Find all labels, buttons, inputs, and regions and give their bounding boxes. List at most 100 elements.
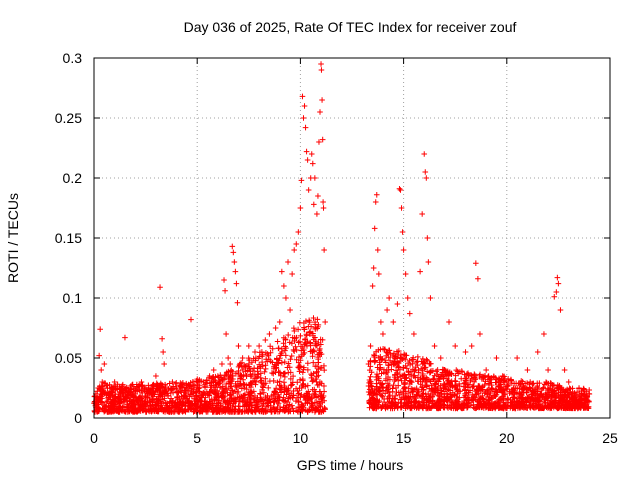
- data-point-dense: [179, 408, 185, 414]
- data-point-dense: [572, 405, 579, 412]
- data-point-dense: [135, 382, 142, 389]
- data-point-dense: [454, 388, 461, 395]
- data-point-dense: [492, 379, 499, 386]
- data-point-dense: [300, 380, 307, 387]
- data-point-dense: [146, 408, 152, 414]
- data-point-dense: [301, 393, 307, 400]
- data-point-dense: [432, 381, 438, 387]
- data-point: [318, 67, 325, 73]
- data-point-dense: [398, 404, 405, 411]
- data-point-dense: [216, 378, 223, 384]
- data-point-dense: [504, 395, 511, 401]
- data-point: [132, 391, 139, 397]
- data-point-dense: [511, 380, 517, 387]
- data-point-dense: [290, 379, 296, 386]
- data-point-dense: [467, 378, 474, 384]
- data-point-dense: [257, 375, 264, 381]
- data-point-dense: [424, 368, 430, 375]
- data-point-dense: [552, 402, 559, 409]
- data-point: [398, 205, 405, 211]
- data-point-dense: [489, 386, 495, 392]
- data-point: [157, 284, 163, 290]
- data-point: [541, 331, 547, 337]
- data-point-dense: [394, 348, 400, 355]
- data-point-dense: [242, 363, 248, 369]
- data-point: [295, 229, 302, 235]
- data-point-dense: [287, 394, 294, 401]
- data-point-dense: [386, 394, 392, 400]
- data-point-dense: [510, 394, 517, 401]
- data-point-dense: [565, 399, 572, 406]
- data-point-dense: [188, 385, 195, 392]
- data-point-dense: [263, 397, 270, 404]
- data-point-dense: [249, 359, 255, 366]
- data-point: [431, 343, 438, 349]
- data-point-dense: [218, 374, 225, 381]
- data-point-dense: [271, 388, 278, 395]
- data-point-dense: [452, 377, 458, 384]
- data-point-dense: [501, 384, 507, 390]
- data-point-dense: [216, 409, 223, 415]
- data-point: [266, 331, 273, 337]
- data-point-dense: [463, 380, 469, 386]
- data-point-dense: [473, 375, 479, 381]
- data-point-dense: [202, 384, 208, 391]
- data-point-dense: [175, 396, 181, 403]
- data-point-dense: [445, 372, 452, 378]
- data-point-dense: [235, 370, 241, 376]
- data-point-dense: [147, 402, 154, 409]
- data-point: [160, 349, 166, 355]
- data-point-dense: [528, 397, 534, 404]
- data-point-dense: [511, 389, 518, 395]
- data-point-dense: [274, 379, 281, 386]
- data-point-dense: [270, 378, 277, 384]
- data-point-dense: [304, 338, 311, 345]
- data-point-dense: [304, 332, 310, 339]
- data-point-dense: [213, 405, 220, 411]
- data-point-dense: [419, 367, 426, 374]
- data-point-dense: [377, 391, 383, 397]
- data-point-dense: [395, 382, 402, 389]
- data-point: [256, 343, 262, 349]
- data-point-dense: [282, 370, 288, 377]
- data-point-dense: [310, 359, 317, 366]
- data-point: [378, 319, 384, 325]
- data-point-dense: [300, 376, 306, 382]
- data-point-dense: [400, 355, 407, 361]
- data-point-dense: [405, 368, 412, 375]
- data-point-dense: [491, 392, 498, 398]
- data-point: [565, 379, 572, 385]
- data-point: [173, 385, 180, 391]
- data-point-dense: [440, 373, 447, 379]
- data-point-dense: [226, 385, 232, 391]
- data-point-dense: [420, 375, 427, 382]
- data-point-dense: [135, 386, 141, 393]
- data-point: [101, 361, 108, 367]
- data-point-dense: [283, 352, 289, 359]
- data-point-dense: [228, 395, 234, 401]
- data-point-dense: [504, 383, 511, 390]
- data-point-dense: [121, 403, 127, 410]
- data-point-dense: [150, 382, 157, 388]
- data-point-dense: [260, 401, 267, 407]
- data-point-dense: [312, 326, 319, 332]
- data-point-dense: [547, 385, 554, 392]
- data-point-dense: [421, 359, 428, 365]
- data-point-dense: [316, 398, 322, 405]
- data-point-dense: [321, 405, 328, 411]
- data-point-dense: [310, 370, 317, 377]
- data-point-dense: [463, 401, 470, 407]
- data-point-dense: [543, 390, 549, 396]
- data-point-dense: [379, 380, 385, 387]
- data-point-dense: [581, 401, 587, 407]
- x-tick-label: 10: [293, 430, 309, 446]
- data-point-dense: [252, 404, 258, 411]
- data-point-dense: [102, 408, 108, 414]
- data-point-dense: [445, 393, 451, 400]
- data-point-dense: [187, 400, 193, 407]
- data-point-dense: [292, 343, 299, 350]
- data-point-dense: [471, 371, 478, 377]
- data-point-dense: [279, 349, 285, 355]
- data-point-dense: [447, 399, 453, 405]
- data-point-dense: [433, 404, 440, 411]
